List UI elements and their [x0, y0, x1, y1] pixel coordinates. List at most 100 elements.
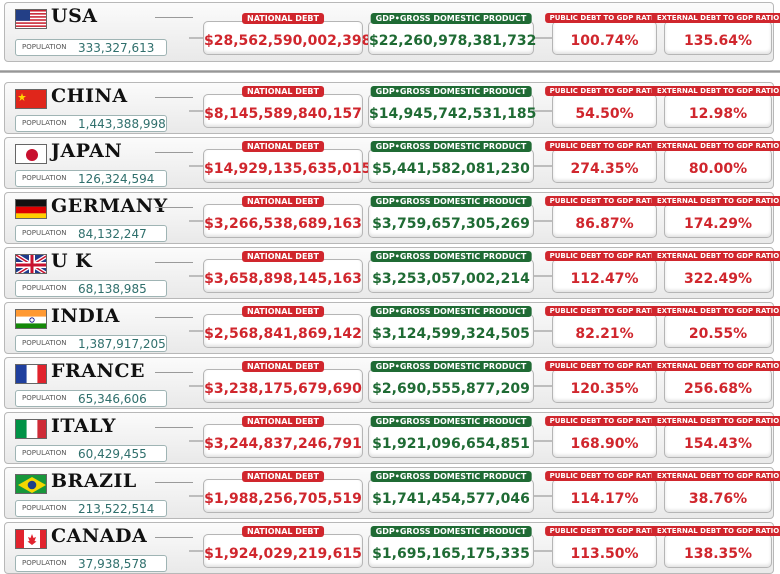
public-debt-ratio-label: PUBLIC DEBT TO GDP RATIO [544, 306, 665, 316]
country-row-canada: CANADA POPULATION 37,938,578 NATIONAL DEBT $… [4, 522, 780, 574]
external-debt-ratio-box: EXTERNAL DEBT TO GDP RATIO 135.64% [651, 13, 780, 55]
population-field: POPULATION 126,324,594 [15, 170, 167, 187]
public-debt-ratio-box: PUBLIC DEBT TO GDP RATIO 100.74% [544, 13, 665, 55]
gdp-value: $3,253,057,002,214 [372, 271, 530, 287]
national-debt-label: NATIONAL DEBT [242, 361, 324, 372]
gdp-label: GDP•GROSS DOMESTIC PRODUCT [370, 251, 532, 262]
population-value: 213,522,514 [78, 502, 155, 516]
external-debt-ratio-value: 80.00% [688, 161, 748, 177]
public-debt-ratio-label: PUBLIC DEBT TO GDP RATIO [544, 251, 665, 261]
external-debt-ratio-value: 12.98% [688, 106, 748, 122]
gdp-box: GDP•GROSS DOMESTIC PRODUCT $5,441,582,081… [368, 141, 534, 183]
gdp-label: GDP•GROSS DOMESTIC PRODUCT [370, 471, 532, 482]
gdp-label: GDP•GROSS DOMESTIC PRODUCT [370, 196, 532, 207]
external-debt-ratio-value: 256.68% [683, 381, 753, 397]
country-name: CHINA [51, 85, 128, 107]
connector [189, 440, 205, 442]
population-field: POPULATION 333,327,613 [15, 39, 167, 56]
national-debt-box: NATIONAL DEBT $3,266,538,689,163 [203, 196, 363, 238]
national-debt-label: NATIONAL DEBT [242, 306, 324, 317]
national-debt-label: NATIONAL DEBT [242, 196, 324, 207]
population-field: POPULATION 1,387,917,205 [15, 335, 167, 352]
uk-flag-icon [15, 254, 47, 274]
national-debt-value: $8,145,589,840,157 [204, 106, 362, 122]
external-debt-ratio-box: EXTERNAL DEBT TO GDP RATIO 138.35% [651, 526, 780, 568]
public-debt-ratio-box: PUBLIC DEBT TO GDP RATIO 114.17% [544, 471, 665, 513]
gdp-value: $3,759,657,305,269 [372, 216, 530, 232]
external-debt-ratio-label: EXTERNAL DEBT TO GDP RATIO [651, 141, 780, 151]
china-flag-icon [15, 89, 47, 109]
external-debt-ratio-box: EXTERNAL DEBT TO GDP RATIO 256.68% [651, 361, 780, 403]
national-debt-box: NATIONAL DEBT $3,658,898,145,163 [203, 251, 363, 293]
connector [189, 550, 205, 552]
population-value: 1,443,388,998 [78, 117, 166, 131]
external-debt-ratio-box: EXTERNAL DEBT TO GDP RATIO 322.49% [651, 251, 780, 293]
external-debt-ratio-label: EXTERNAL DEBT TO GDP RATIO [651, 13, 780, 23]
public-debt-ratio-label: PUBLIC DEBT TO GDP RATIO [544, 196, 665, 206]
national-debt-box: NATIONAL DEBT $1,988,256,705,519 [203, 471, 363, 513]
gdp-value: $2,690,555,877,209 [372, 381, 530, 397]
name-rule [155, 97, 193, 98]
connector [533, 495, 555, 497]
public-debt-ratio-box: PUBLIC DEBT TO GDP RATIO 112.47% [544, 251, 665, 293]
name-rule [155, 262, 193, 263]
national-debt-label: NATIONAL DEBT [242, 13, 324, 24]
public-debt-ratio-box: PUBLIC DEBT TO GDP RATIO 113.50% [544, 526, 665, 568]
public-debt-ratio-value: 82.21% [575, 326, 634, 342]
connector [533, 550, 555, 552]
national-debt-box: NATIONAL DEBT $2,568,841,869,142 [203, 306, 363, 348]
name-rule [155, 317, 193, 318]
connector [533, 220, 555, 222]
italy-flag-icon [15, 419, 47, 439]
connector [533, 275, 555, 277]
name-rule [155, 537, 193, 538]
country-name: FRANCE [51, 360, 145, 382]
gdp-label: GDP•GROSS DOMESTIC PRODUCT [370, 13, 532, 24]
external-debt-ratio-label: EXTERNAL DEBT TO GDP RATIO [651, 251, 780, 261]
gdp-box: GDP•GROSS DOMESTIC PRODUCT $14,945,742,53… [368, 86, 536, 128]
population-value: 60,429,455 [78, 447, 147, 461]
country-name: BRAZIL [51, 470, 137, 492]
external-debt-ratio-value: 154.43% [683, 436, 753, 452]
france-flag-icon [15, 364, 47, 384]
public-debt-ratio-value: 54.50% [575, 106, 634, 122]
external-debt-ratio-box: EXTERNAL DEBT TO GDP RATIO 80.00% [651, 141, 780, 183]
public-debt-ratio-value: 120.35% [570, 381, 639, 397]
country-name: CANADA [51, 525, 148, 547]
connector [533, 37, 555, 39]
population-label: POPULATION [22, 284, 67, 292]
public-debt-ratio-box: PUBLIC DEBT TO GDP RATIO 168.90% [544, 416, 665, 458]
national-debt-label: NATIONAL DEBT [242, 471, 324, 482]
external-debt-ratio-box: EXTERNAL DEBT TO GDP RATIO 20.55% [651, 306, 780, 348]
population-field: POPULATION 1,443,388,998 [15, 115, 167, 132]
national-debt-value: $1,924,029,219,615 [204, 546, 362, 562]
germany-flag-icon [15, 199, 47, 219]
external-debt-ratio-value: 20.55% [688, 326, 748, 342]
national-debt-box: NATIONAL DEBT $3,238,175,679,690 [203, 361, 363, 403]
population-label: POPULATION [22, 394, 67, 402]
country-name: JAPAN [51, 140, 123, 162]
name-rule [155, 207, 193, 208]
public-debt-ratio-label: PUBLIC DEBT TO GDP RATIO [544, 471, 665, 481]
gdp-box: GDP•GROSS DOMESTIC PRODUCT $2,690,555,877… [368, 361, 534, 403]
public-debt-ratio-box: PUBLIC DEBT TO GDP RATIO 120.35% [544, 361, 665, 403]
country-row-italy: ITALY POPULATION 60,429,455 NATIONAL DEBT $3… [4, 412, 780, 464]
population-label: POPULATION [22, 229, 67, 237]
usa-flag-icon [15, 9, 47, 29]
gdp-label: GDP•GROSS DOMESTIC PRODUCT [370, 141, 532, 152]
population-value: 37,938,578 [78, 557, 147, 571]
national-debt-value: $2,568,841,869,142 [204, 326, 362, 342]
national-debt-label: NATIONAL DEBT [242, 526, 324, 537]
national-debt-label: NATIONAL DEBT [242, 416, 324, 427]
public-debt-ratio-box: PUBLIC DEBT TO GDP RATIO 54.50% [544, 86, 665, 128]
name-rule [155, 372, 193, 373]
external-debt-ratio-value: 322.49% [683, 271, 753, 287]
name-rule [155, 482, 193, 483]
public-debt-ratio-value: 113.50% [570, 546, 639, 562]
public-debt-ratio-label: PUBLIC DEBT TO GDP RATIO [544, 416, 665, 426]
connector [533, 440, 555, 442]
gdp-box: GDP•GROSS DOMESTIC PRODUCT $1,741,454,577… [368, 471, 534, 513]
external-debt-ratio-label: EXTERNAL DEBT TO GDP RATIO [651, 196, 780, 206]
national-debt-value: $1,988,256,705,519 [204, 491, 362, 507]
public-debt-ratio-value: 112.47% [570, 271, 639, 287]
